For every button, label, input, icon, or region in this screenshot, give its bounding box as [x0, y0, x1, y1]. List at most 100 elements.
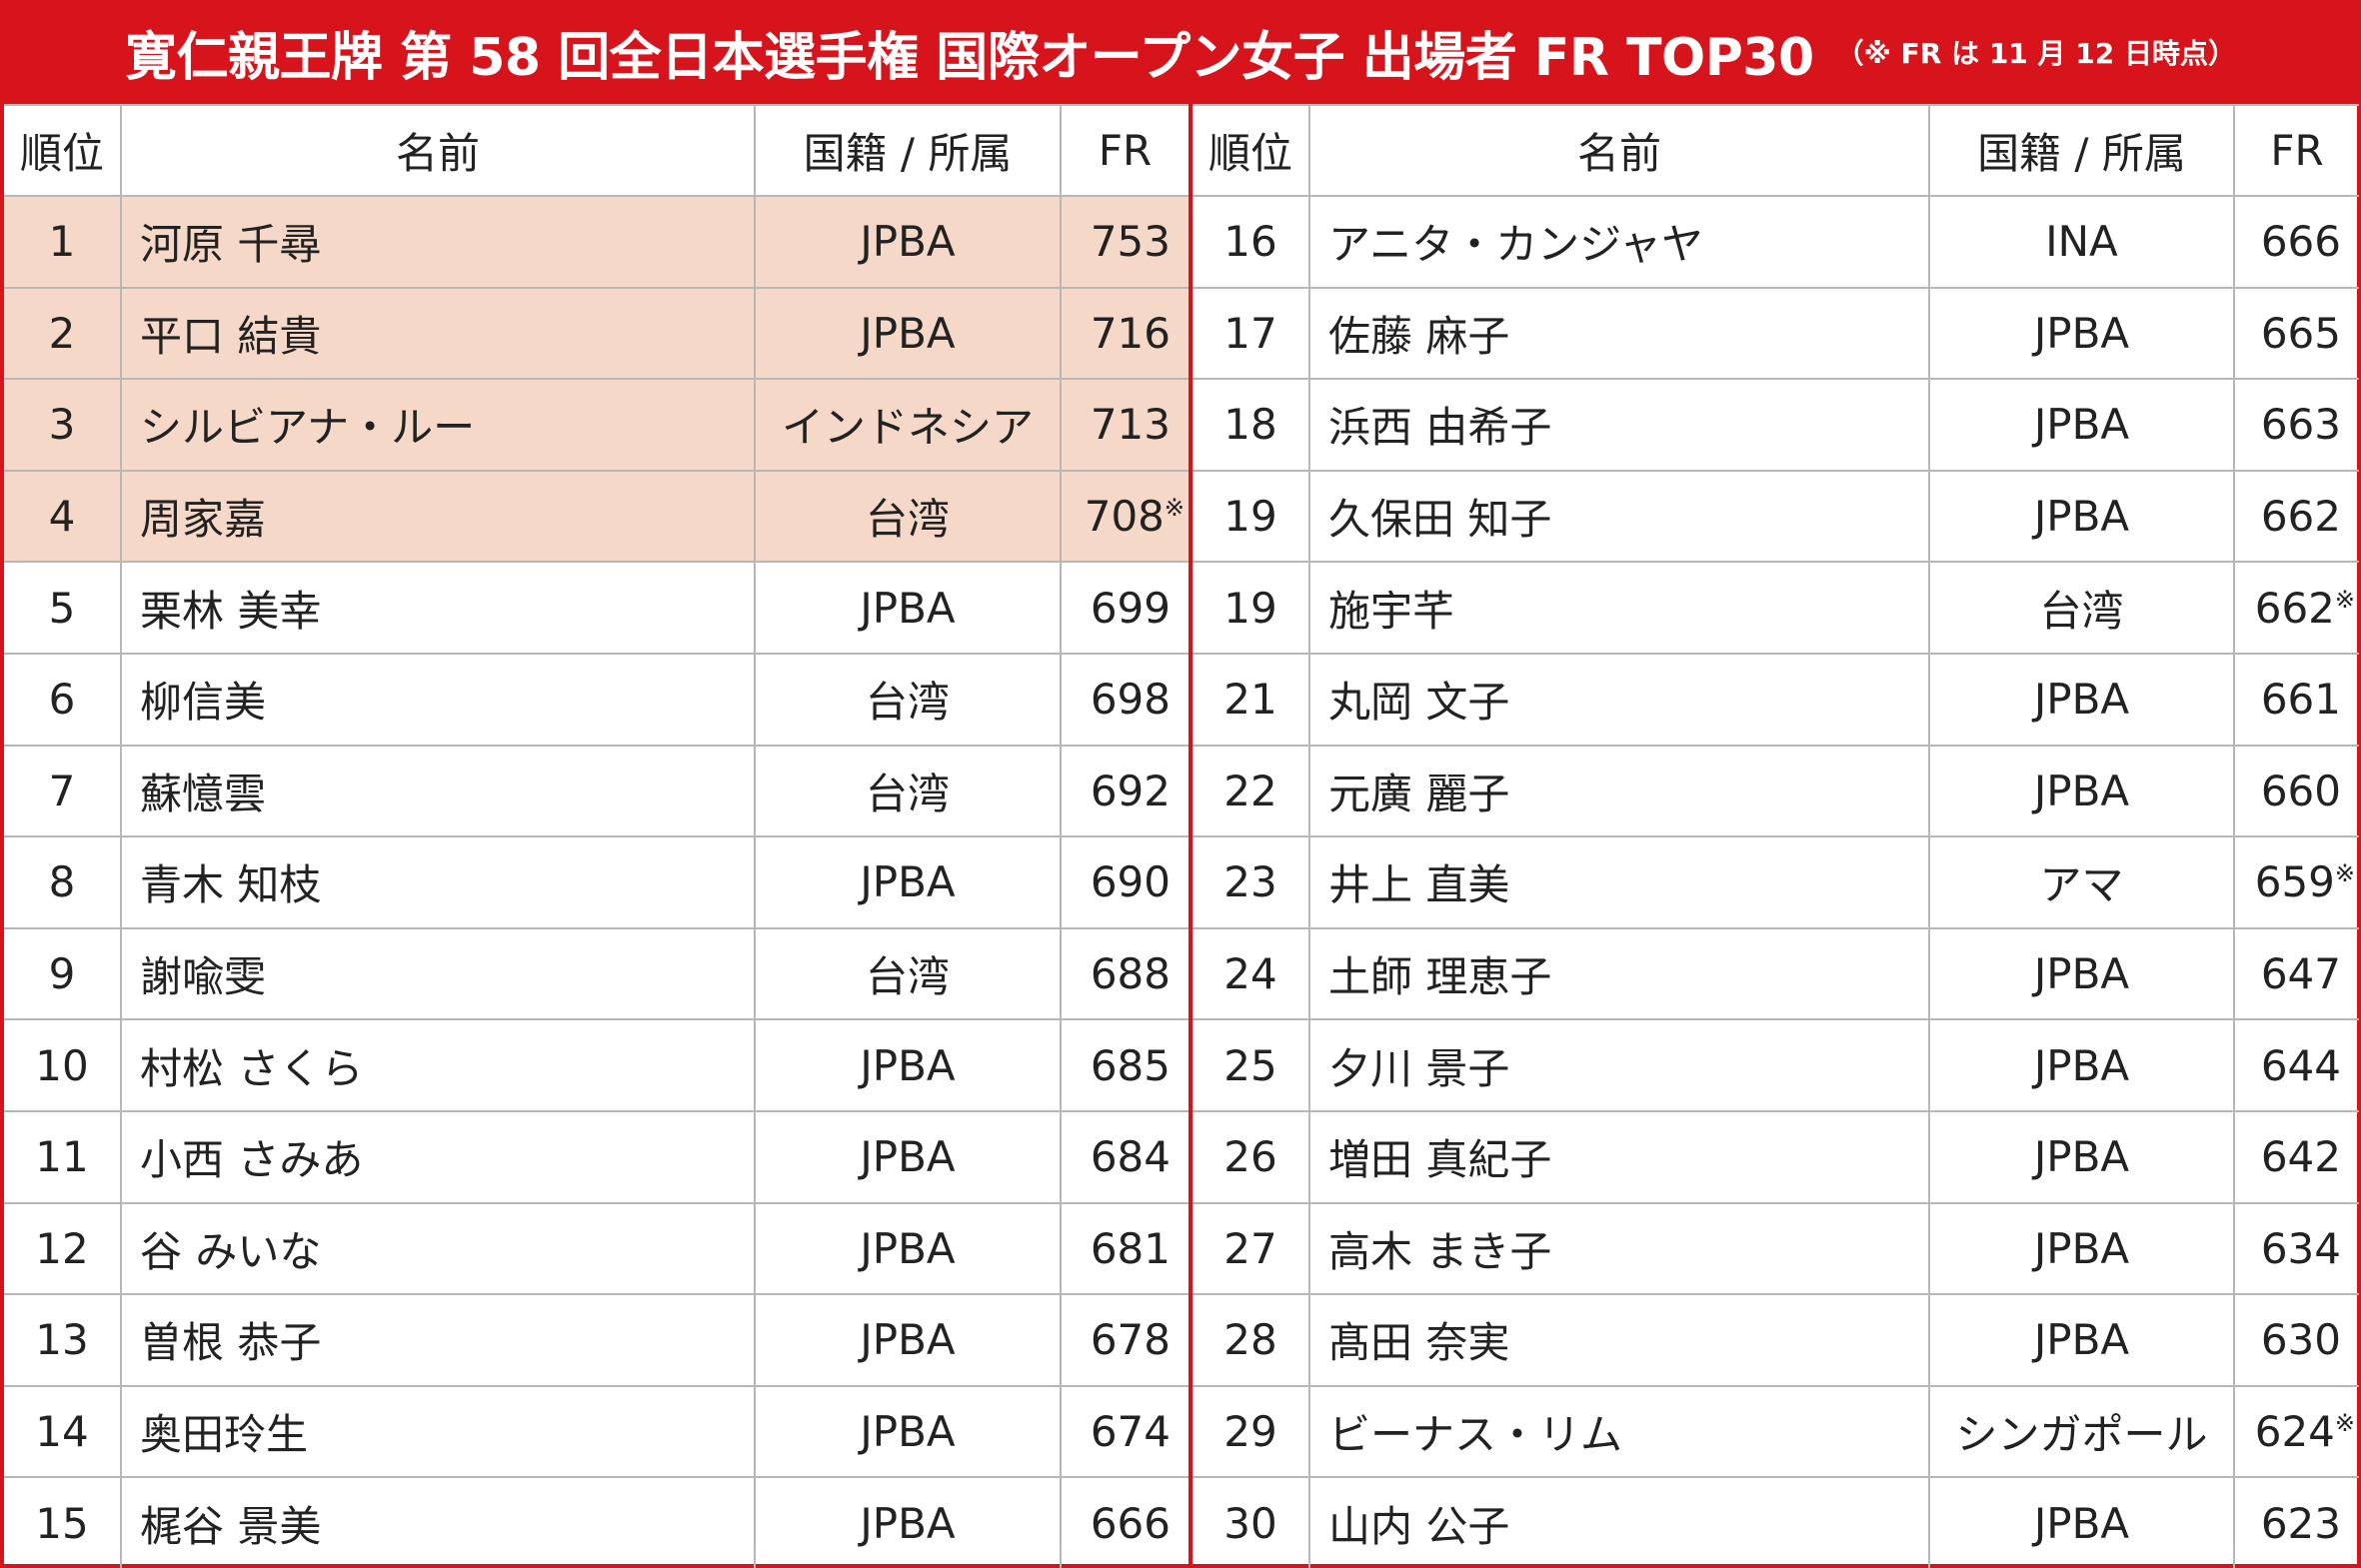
affiliation-text: JPBA — [860, 1498, 956, 1548]
fr-cell: 642 — [2233, 1109, 2359, 1204]
affiliation-cell: JPBA — [754, 1384, 1062, 1479]
table-row: 11 小西 さみあ JPBA 684 — [4, 1109, 1190, 1204]
fr-text: 642 — [2260, 1132, 2341, 1182]
rank-cell: 6 — [4, 652, 122, 747]
fr-text: 708 — [1084, 492, 1165, 542]
fr-cell: 659※ — [2233, 835, 2359, 929]
rank-text: 27 — [1223, 1223, 1277, 1273]
affiliation-cell: シンガポール — [1928, 1384, 2235, 1479]
table-row: 10 村松 さくら JPBA 685 — [4, 1018, 1190, 1112]
table-row: 22 元廣 麗子 JPBA 660 — [1192, 744, 2359, 838]
rank-cell: 4 — [4, 469, 122, 564]
fr-cell: 678 — [1060, 1293, 1190, 1387]
fr-cell: 708※ — [1060, 469, 1190, 564]
player-name-cell: 奥田玲生 — [120, 1384, 756, 1479]
affiliation-text: JPBA — [2033, 1223, 2130, 1273]
affiliation-cell: 台湾 — [754, 469, 1062, 564]
rank-cell: 28 — [1192, 1293, 1310, 1387]
player-name-text: 谷 みいな — [140, 1226, 322, 1276]
rank-text: 4 — [48, 492, 76, 542]
rank-text: 25 — [1223, 1040, 1277, 1090]
column-header-affiliation: 国籍 / 所属 — [1928, 104, 2235, 197]
player-name-text: 夕川 景子 — [1328, 1043, 1510, 1093]
affiliation-cell: 台湾 — [1928, 561, 2235, 655]
affiliation-cell: 台湾 — [754, 926, 1062, 1021]
table-row: 15 梶谷 景美 JPBA 666 — [4, 1476, 1190, 1568]
table-row: 13 曽根 恭子 JPBA 678 — [4, 1293, 1190, 1387]
player-name-text: 青木 知枝 — [140, 860, 322, 910]
date-note: （※ FR は 11 月 12 日時点） — [1835, 37, 2236, 70]
player-name-text: ビーナス・リム — [1328, 1410, 1623, 1460]
table-row: 12 谷 みいな JPBA 681 — [4, 1201, 1190, 1296]
column-header-fr: FR — [1060, 104, 1190, 197]
rank-text: 22 — [1223, 766, 1277, 815]
rank-text: 1 — [48, 217, 76, 267]
fr-cell: 665 — [2233, 286, 2359, 381]
fr-cell: 699 — [1060, 561, 1190, 655]
player-name-cell: 蘇憶雲 — [120, 744, 756, 838]
affiliation-text: インドネシア — [781, 403, 1034, 453]
player-name-cell: 土師 理恵子 — [1308, 926, 1930, 1021]
fr-cell: 690 — [1060, 835, 1190, 929]
player-name-cell: 謝喩雯 — [120, 926, 756, 1021]
affiliation-text: JPBA — [2033, 1040, 2130, 1090]
player-name-text: 村松 さくら — [140, 1043, 364, 1093]
fr-text: 688 — [1090, 949, 1171, 999]
affiliation-text: JPBA — [2033, 492, 2130, 542]
fr-cell: 630 — [2233, 1293, 2359, 1387]
table-body-right: 16 アニタ・カンジャヤ INA 666 17 佐藤 麻子 JPBA 665 18 浜西 由希子 J… — [1192, 195, 2359, 1568]
affiliation-cell: 台湾 — [754, 652, 1062, 747]
table-row: 17 佐藤 麻子 JPBA 665 — [1192, 286, 2359, 381]
affiliation-text: JPBA — [860, 583, 956, 633]
fr-text: 660 — [2260, 766, 2341, 815]
player-name-text: 久保田 知子 — [1328, 495, 1552, 545]
affiliation-text: JPBA — [2033, 308, 2130, 358]
affiliation-cell: 台湾 — [754, 744, 1062, 838]
table-row: 4 周家嘉 台湾 708※ — [4, 469, 1190, 564]
player-name-text: 髙田 奈実 — [1328, 1318, 1510, 1368]
rank-text: 23 — [1223, 857, 1277, 907]
fr-text: 644 — [2260, 1040, 2341, 1090]
note-mark: ※ — [1164, 494, 1184, 523]
fr-cell: 644 — [2233, 1018, 2359, 1112]
player-name-text: アニタ・カンジャヤ — [1328, 220, 1704, 270]
affiliation-text: JPBA — [860, 1407, 956, 1457]
rank-cell: 18 — [1192, 378, 1310, 472]
fr-text: 692 — [1090, 766, 1171, 815]
affiliation-text: 台湾 — [865, 678, 950, 728]
player-name-cell: 柳信美 — [120, 652, 756, 747]
player-name-text: 平口 結貴 — [140, 311, 322, 361]
ranking-table-right: 順位 名前 国籍 / 所属 FR 16 アニタ・カンジャヤ INA 666 17 佐藤 麻… — [1192, 104, 2359, 1568]
rank-text: 18 — [1223, 400, 1277, 450]
player-name-text: 周家嘉 — [140, 495, 267, 545]
affiliation-cell: JPBA — [754, 195, 1062, 289]
player-name-cell: 周家嘉 — [120, 469, 756, 564]
affiliation-cell: JPBA — [754, 1476, 1062, 1568]
table-row: 6 柳信美 台湾 698 — [4, 652, 1190, 747]
player-name-text: シルビアナ・ルー — [140, 403, 476, 453]
player-name-cell: 曽根 恭子 — [120, 1293, 756, 1387]
rank-text: 8 — [48, 857, 76, 907]
affiliation-text: JPBA — [860, 1040, 956, 1090]
table-row: 21 丸岡 文子 JPBA 661 — [1192, 652, 2359, 747]
rank-cell: 23 — [1192, 835, 1310, 929]
affiliation-text: JPBA — [860, 857, 956, 907]
affiliation-cell: アマ — [1928, 835, 2235, 929]
rank-text: 24 — [1223, 949, 1277, 999]
affiliation-text: JPBA — [2033, 1132, 2130, 1182]
rank-cell: 12 — [4, 1201, 122, 1296]
fr-text: 684 — [1090, 1132, 1171, 1182]
fr-text: 753 — [1090, 217, 1171, 267]
rank-text: 21 — [1223, 675, 1277, 725]
fr-text: 713 — [1090, 400, 1171, 450]
column-header-rank: 順位 — [4, 104, 122, 197]
rank-text: 28 — [1223, 1315, 1277, 1365]
rank-cell: 7 — [4, 744, 122, 838]
fr-cell: 666 — [1060, 1476, 1190, 1568]
rank-cell: 30 — [1192, 1476, 1310, 1568]
rank-cell: 16 — [1192, 195, 1310, 289]
affiliation-cell: JPBA — [754, 1018, 1062, 1112]
rank-text: 16 — [1223, 217, 1277, 267]
rank-cell: 13 — [4, 1293, 122, 1387]
table-row: 1 河原 千尋 JPBA 753 — [4, 195, 1190, 289]
